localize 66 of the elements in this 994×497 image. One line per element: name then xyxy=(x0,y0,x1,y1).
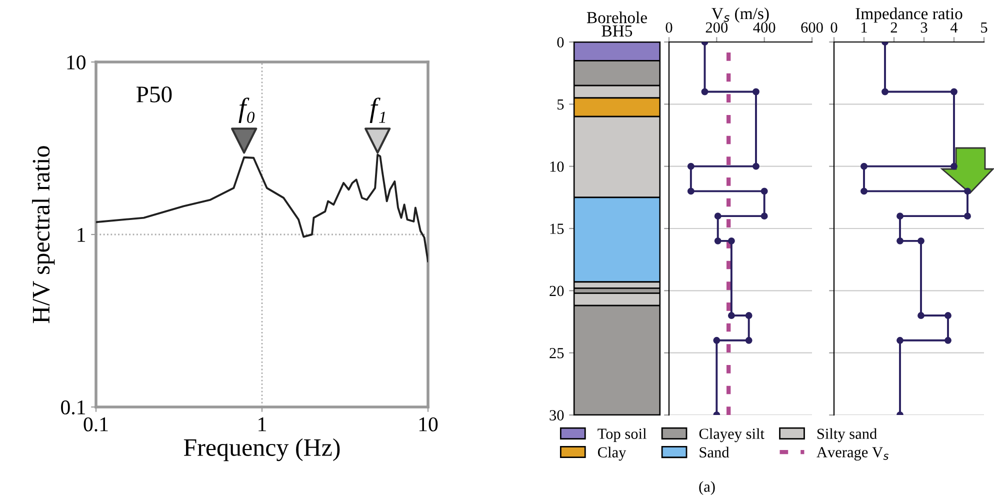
point xyxy=(896,237,904,244)
point xyxy=(860,188,868,195)
point xyxy=(944,312,952,320)
y-tick-label: 0 xyxy=(557,37,564,48)
x-tick-label: 10 xyxy=(419,417,438,432)
point xyxy=(860,162,868,170)
y-tick-label: 10 xyxy=(550,161,564,172)
point xyxy=(745,336,752,344)
text: (a) xyxy=(699,481,715,495)
point xyxy=(728,237,735,244)
y-tick-label: 25 xyxy=(550,348,564,358)
point xyxy=(752,162,760,170)
y-tick-label: 15 xyxy=(550,224,564,234)
x-tick-label: 0 xyxy=(830,22,838,33)
point xyxy=(752,88,760,96)
y-tick-label: 0.1 xyxy=(61,400,86,415)
x-tick-label: 5 xyxy=(981,22,988,33)
point xyxy=(950,162,958,170)
x-tick-label: 200 xyxy=(706,22,728,33)
y-tick-label: 5 xyxy=(558,99,564,110)
point xyxy=(701,88,708,96)
point xyxy=(918,312,924,320)
y-tick-label: 20 xyxy=(550,286,564,296)
legend-label: Sand xyxy=(700,446,730,458)
point xyxy=(964,212,971,220)
point xyxy=(687,188,694,195)
chart-title: Borehole BH5 xyxy=(586,12,647,37)
point xyxy=(714,212,722,220)
y-axis-title: H/V spectral ratio xyxy=(32,146,55,324)
legend-label: Top soil xyxy=(598,428,646,442)
legend-label: Average V$_{s}$ xyxy=(816,447,889,461)
x-tick-label: 4 xyxy=(950,22,958,32)
annotation: f₀ xyxy=(238,98,255,124)
point xyxy=(896,336,904,344)
legend-label: Clayey silt xyxy=(699,428,764,442)
annotation: P50 xyxy=(136,86,172,102)
point xyxy=(714,237,722,244)
point xyxy=(882,88,888,96)
point xyxy=(896,212,904,220)
point xyxy=(687,162,694,170)
x-axis-title: Frequency (Hz) xyxy=(184,438,340,462)
x-tick-label: 1 xyxy=(862,22,867,32)
point xyxy=(944,336,952,344)
point xyxy=(760,188,768,195)
x-tick-label: 1 xyxy=(258,417,266,432)
point xyxy=(918,237,924,244)
point xyxy=(713,336,720,344)
x-axis-title: V$_{s}$ (m/s) xyxy=(712,7,769,23)
x-tick-label: 2 xyxy=(890,22,897,32)
legend-label: Clay xyxy=(598,446,626,461)
y-tick-label: 10 xyxy=(67,55,86,70)
y-tick-label: 30 xyxy=(550,410,564,420)
x-axis-title: Impedance ratio xyxy=(856,8,962,23)
x-tick-label: 600 xyxy=(801,22,823,33)
point xyxy=(760,212,768,220)
y-tick-label: 1 xyxy=(78,228,86,242)
x-tick-label: 400 xyxy=(753,22,776,33)
point xyxy=(728,312,735,320)
point xyxy=(745,312,752,320)
x-tick-label: 0 xyxy=(666,22,672,33)
point xyxy=(964,188,971,195)
annotation: f₁ xyxy=(370,98,386,124)
x-tick-label: 3 xyxy=(920,22,928,33)
point xyxy=(950,88,958,96)
x-tick-label: 0.1 xyxy=(84,417,108,432)
legend-label: Silty sand xyxy=(817,428,877,442)
